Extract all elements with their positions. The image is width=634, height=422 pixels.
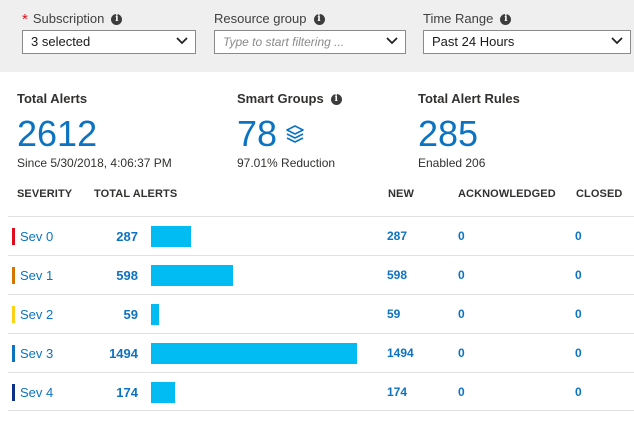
resource-group-label: Resource group i [214,10,325,28]
smart-groups-value-row[interactable]: 78 [237,114,342,154]
acknowledged-link[interactable]: 0 [458,268,465,282]
info-icon[interactable]: i [313,13,325,25]
new-alerts-link[interactable]: 174 [387,385,408,399]
table-row: Sev 3 1494 1494 0 0 [8,333,634,372]
severity-link[interactable]: Sev 3 [20,346,54,361]
total-alerts-bar [151,382,175,403]
subscription-label-text: Subscription [32,11,105,26]
time-range-label: Time Range i [423,10,512,28]
subscription-value: 3 selected [31,34,91,49]
severity-link[interactable]: Sev 2 [20,307,54,322]
severity-table: Sev 0 287 287 0 0 Sev 1 598 598 0 0 Sev … [8,216,634,411]
total-alert-rules-value[interactable]: 285 [418,113,479,154]
total-alerts-link[interactable]: 287 [116,229,138,244]
chevron-down-icon [386,37,398,45]
subscription-label: * Subscription i [22,10,123,28]
smart-groups-summary: Smart Groups i 78 97.01% Reduction [237,90,342,170]
smart-groups-reduction: 97.01% Reduction [237,156,336,170]
required-mark: * [22,11,28,28]
time-range-filter: Time Range i [423,10,512,28]
time-range-value: Past 24 Hours [432,34,515,49]
total-alerts-link[interactable]: 598 [116,268,138,283]
time-range-dropdown[interactable]: Past 24 Hours [423,30,631,54]
severity-link[interactable]: Sev 1 [20,268,54,283]
table-row: Sev 2 59 59 0 0 [8,294,634,333]
total-alerts-link[interactable]: 59 [123,307,138,322]
new-alerts-link[interactable]: 287 [387,229,408,243]
acknowledged-link[interactable]: 0 [458,385,465,399]
severity-color-indicator [12,384,15,401]
total-alerts-title: Total Alerts [17,91,88,106]
total-alerts-bar [151,226,191,247]
table-row: Sev 1 598 598 0 0 [8,255,634,294]
closed-link[interactable]: 0 [575,268,582,282]
total-alert-rules-title: Total Alert Rules [418,91,520,106]
info-icon[interactable]: i [500,13,512,25]
smart-groups-title: Smart Groups [237,91,324,106]
total-alerts-bar [151,265,233,286]
new-alerts-link[interactable]: 59 [387,307,401,321]
smart-groups-title-row: Smart Groups i [237,90,342,108]
subscription-dropdown[interactable]: 3 selected [22,30,196,54]
acknowledged-link[interactable]: 0 [458,229,465,243]
new-alerts-link[interactable]: 598 [387,268,408,282]
resource-group-filter: Resource group i [214,10,325,28]
enabled-rules: Enabled 206 [418,156,486,170]
time-range-label-text: Time Range [423,11,494,26]
resource-group-dropdown[interactable]: Type to start filtering ... [214,30,406,54]
closed-link[interactable]: 0 [575,385,582,399]
subscription-filter: * Subscription i [22,10,123,28]
layers-icon [286,125,304,143]
chevron-down-icon [176,37,188,45]
info-icon[interactable]: i [330,93,342,105]
acknowledged-header: ACKNOWLEDGED [458,188,556,200]
total-alerts-since: Since 5/30/2018, 4:06:37 PM [17,156,172,170]
total-alerts-link[interactable]: 1494 [109,346,138,361]
severity-color-indicator [12,228,15,245]
acknowledged-link[interactable]: 0 [458,346,465,360]
table-row: Sev 0 287 287 0 0 [8,216,634,255]
smart-groups-value[interactable]: 78 [237,113,278,154]
total-alerts-bar [151,343,357,364]
chevron-down-icon [611,37,623,45]
closed-link[interactable]: 0 [575,229,582,243]
closed-header: CLOSED [576,188,623,200]
info-icon[interactable]: i [111,13,123,25]
total-alerts-value[interactable]: 2612 [17,113,98,154]
total-alerts-bar [151,304,159,325]
total-alerts-header: TOTAL ALERTS [94,188,178,200]
total-alerts-summary: Total Alerts 2612 Since 5/30/2018, 4:06:… [17,90,172,170]
closed-link[interactable]: 0 [575,346,582,360]
table-row: Sev 4 174 174 0 0 [8,372,634,411]
severity-link[interactable]: Sev 0 [20,229,54,244]
resource-group-placeholder: Type to start filtering ... [223,35,345,49]
severity-color-indicator [12,306,15,323]
total-alert-rules-summary: Total Alert Rules 285 Enabled 206 [418,90,520,170]
total-alerts-link[interactable]: 174 [116,385,138,400]
closed-link[interactable]: 0 [575,307,582,321]
severity-link[interactable]: Sev 4 [20,385,54,400]
resource-group-label-text: Resource group [214,11,307,26]
new-alerts-link[interactable]: 1494 [387,346,414,360]
severity-header: SEVERITY [17,188,73,200]
new-header: NEW [388,188,414,200]
severity-color-indicator [12,345,15,362]
acknowledged-link[interactable]: 0 [458,307,465,321]
filter-bar: * Subscription i 3 selected Resource gro… [0,0,634,72]
severity-color-indicator [12,267,15,284]
